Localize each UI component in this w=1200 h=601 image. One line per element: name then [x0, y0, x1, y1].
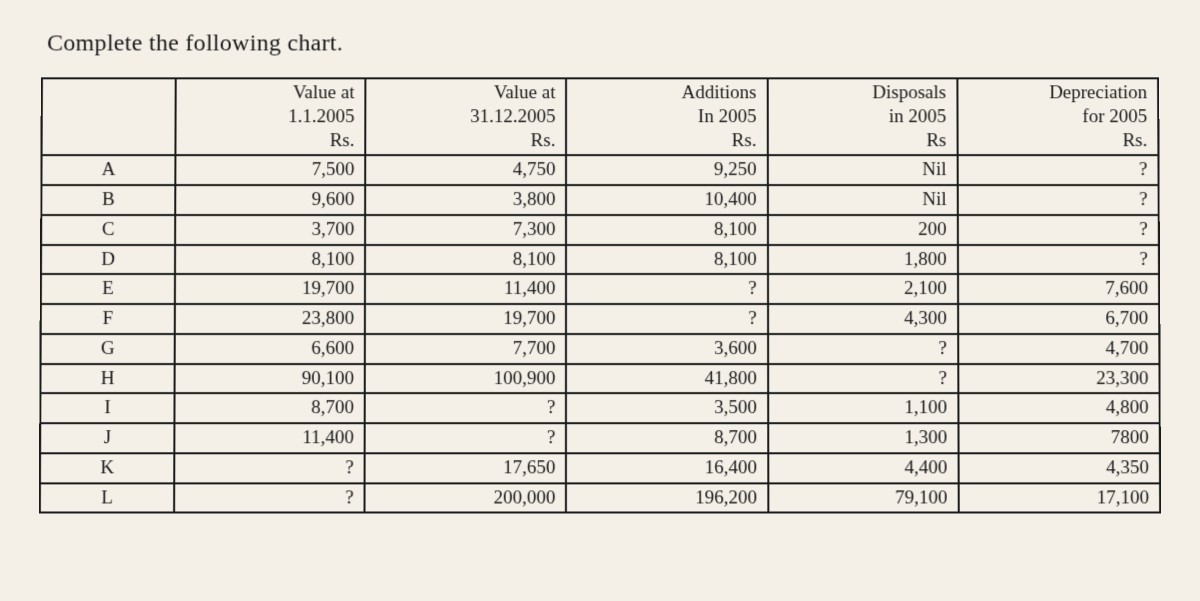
row-label: L [40, 483, 175, 513]
table-cell: 8,700 [566, 423, 768, 453]
table-cell: ? [174, 453, 364, 483]
table-cell: 4,300 [768, 304, 958, 334]
depreciation-table: Value at 1.1.2005 Rs. Value at 31.12.200… [39, 77, 1161, 513]
table-cell: 3,800 [365, 185, 566, 215]
col-header-additions: Additions In 2005 Rs. [566, 78, 767, 155]
col-header-value-end: Value at 31.12.2005 Rs. [365, 78, 566, 155]
table-cell: 8,100 [566, 215, 767, 245]
table-row: A7,5004,7509,250Nil? [41, 155, 1158, 185]
table-row: C3,7007,3008,100200? [41, 215, 1159, 245]
table-cell: ? [566, 304, 767, 334]
table-cell: ? [768, 364, 958, 394]
col-header-depreciation: Depreciation for 2005 Rs. [957, 78, 1158, 155]
table-cell: 7,600 [958, 274, 1159, 304]
table-cell: 79,100 [768, 483, 958, 513]
table-cell: Nil [768, 155, 958, 185]
table-row: B9,6003,80010,400Nil? [41, 185, 1158, 215]
table-cell: 9,250 [566, 155, 767, 185]
table-cell: 17,100 [958, 483, 1160, 513]
col-header-value-start: Value at 1.1.2005 Rs. [176, 78, 366, 155]
table-body: A7,5004,7509,250Nil?B9,6003,80010,400Nil… [40, 155, 1160, 512]
table-row: D8,1008,1008,1001,800? [41, 245, 1159, 275]
table-row: L?200,000196,20079,10017,100 [40, 483, 1160, 513]
table-cell: 196,200 [566, 483, 768, 513]
table-cell: 41,800 [566, 364, 767, 394]
table-row: G6,6007,7003,600?4,700 [41, 334, 1160, 364]
table-cell: ? [957, 185, 1158, 215]
row-label: I [40, 393, 174, 423]
table-cell: ? [365, 393, 567, 423]
table-cell: 1,800 [768, 245, 958, 275]
table-cell: 19,700 [365, 304, 566, 334]
table-cell: 1,300 [768, 423, 958, 453]
table-cell: 7,500 [175, 155, 365, 185]
table-cell: 7,700 [365, 334, 566, 364]
table-cell: 9,600 [175, 185, 365, 215]
table-cell: 8,100 [566, 245, 767, 275]
table-cell: 3,700 [175, 215, 365, 245]
table-cell: 200,000 [365, 483, 567, 513]
table-cell: 7,300 [365, 215, 566, 245]
table-cell: 1,100 [768, 393, 958, 423]
table-row: J11,400?8,7001,3007800 [40, 423, 1160, 453]
row-label: B [41, 185, 175, 215]
row-label: G [41, 334, 175, 364]
table-row: K?17,65016,4004,4004,350 [40, 453, 1160, 483]
table-cell: ? [957, 155, 1158, 185]
table-cell: 4,750 [365, 155, 566, 185]
table-cell: 100,900 [365, 364, 566, 394]
col-header-rowlabel [42, 78, 176, 155]
table-cell: 3,600 [566, 334, 767, 364]
table-row: I8,700?3,5001,1004,800 [40, 393, 1159, 423]
table-header-row: Value at 1.1.2005 Rs. Value at 31.12.200… [42, 78, 1159, 155]
table-cell: 6,600 [175, 334, 365, 364]
table-cell: 4,350 [958, 453, 1160, 483]
table-cell: ? [566, 274, 767, 304]
row-label: E [41, 274, 175, 304]
row-label: C [41, 215, 175, 245]
table-cell: 10,400 [566, 185, 767, 215]
col-header-disposals: Disposals in 2005 Rs [767, 78, 957, 155]
table-cell: 4,400 [768, 453, 958, 483]
table-cell: 11,400 [174, 423, 364, 453]
table-cell: ? [365, 423, 567, 453]
table-cell: ? [958, 215, 1159, 245]
table-cell: ? [958, 245, 1159, 275]
table-cell: 4,800 [958, 393, 1160, 423]
table-cell: 4,700 [958, 334, 1160, 364]
table-row: H90,100100,90041,800?23,300 [40, 364, 1159, 394]
table-cell: 17,650 [365, 453, 567, 483]
table-cell: 8,700 [175, 393, 365, 423]
table-cell: ? [174, 483, 365, 513]
row-label: H [40, 364, 174, 394]
row-label: J [40, 423, 174, 453]
table-cell: ? [768, 334, 958, 364]
table-cell: 19,700 [175, 274, 365, 304]
table-cell: 8,100 [365, 245, 566, 275]
table-cell: 3,500 [566, 393, 768, 423]
table-cell: Nil [768, 185, 958, 215]
table-cell: 16,400 [566, 453, 768, 483]
row-label: F [41, 304, 175, 334]
table-cell: 23,800 [175, 304, 365, 334]
table-cell: 11,400 [365, 274, 566, 304]
table-cell: 90,100 [175, 364, 365, 394]
table-cell: 7800 [958, 423, 1160, 453]
row-label: K [40, 453, 175, 483]
page-title: Complete the following chart. [47, 31, 1159, 58]
table-row: F23,80019,700?4,3006,700 [41, 304, 1160, 334]
table-cell: 200 [768, 215, 958, 245]
row-label: D [41, 245, 175, 275]
table-cell: 8,100 [175, 245, 365, 275]
table-cell: 2,100 [768, 274, 958, 304]
table-row: E19,70011,400?2,1007,600 [41, 274, 1159, 304]
row-label: A [41, 155, 175, 185]
table-cell: 6,700 [958, 304, 1159, 334]
table-cell: 23,300 [958, 364, 1160, 394]
